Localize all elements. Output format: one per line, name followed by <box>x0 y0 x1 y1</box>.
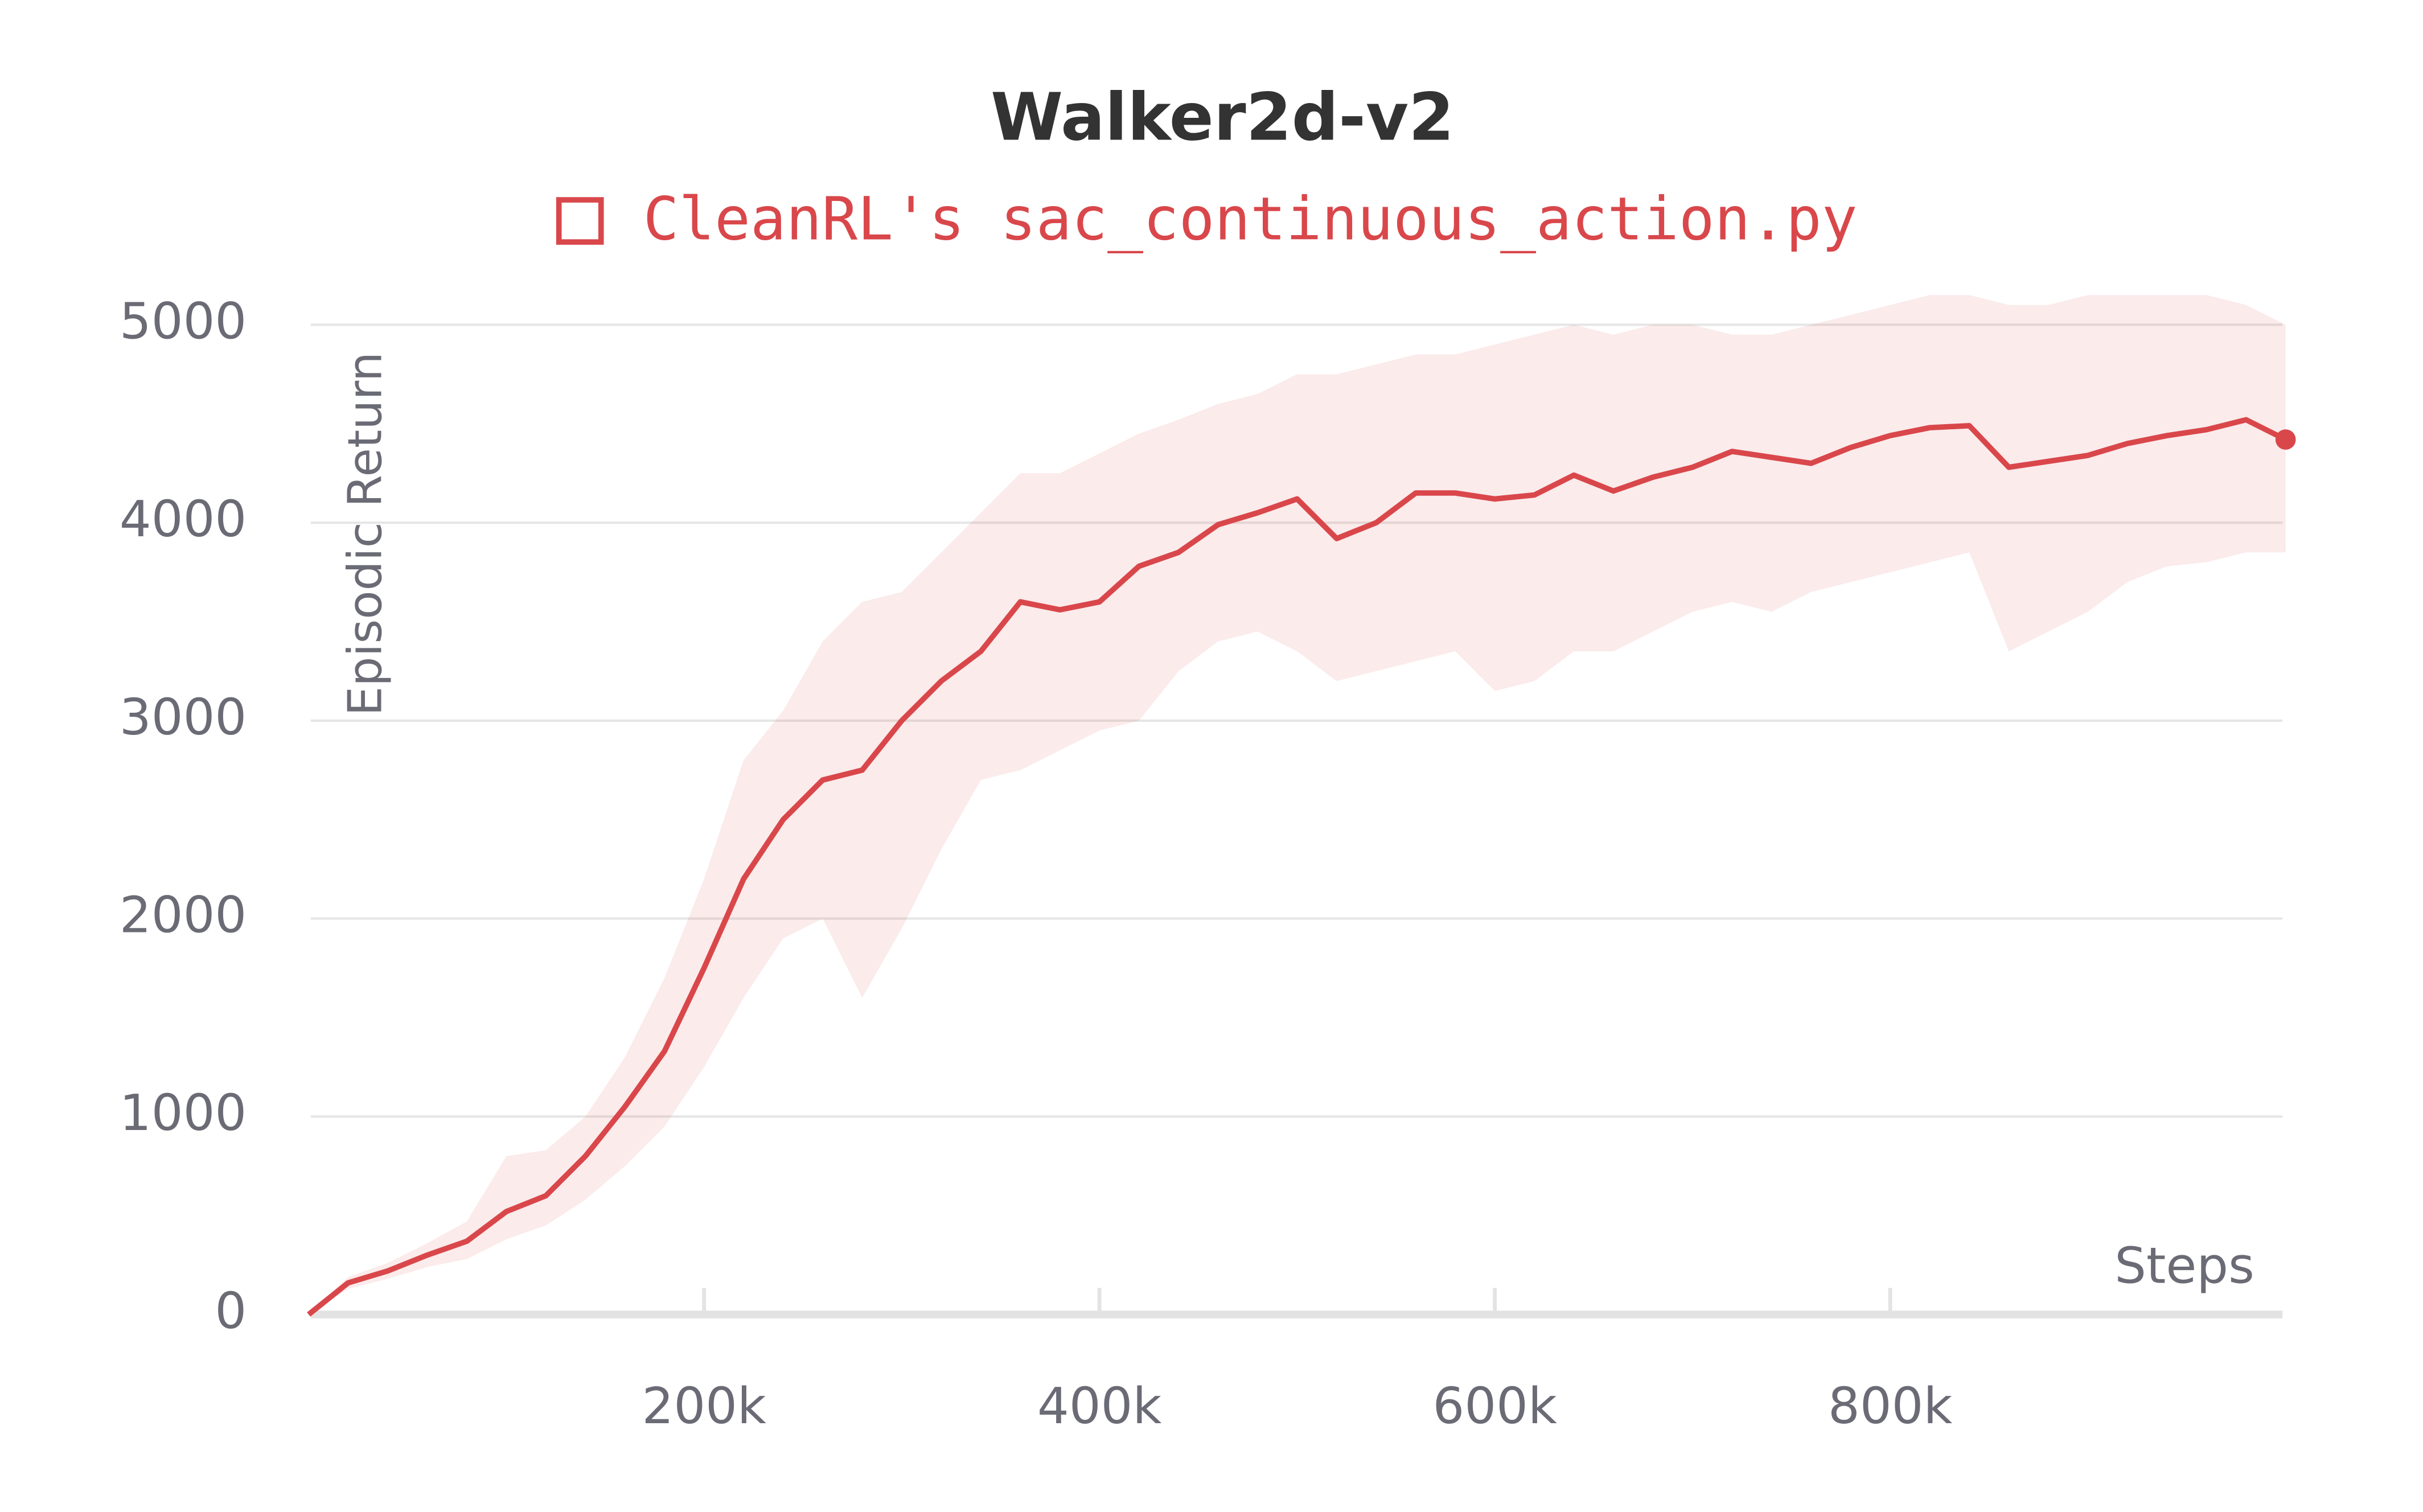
y-axis-label: Episodic Return <box>339 352 393 716</box>
y-tick-label: 2000 <box>120 886 247 944</box>
x-tick-label: 800k <box>1828 1377 1952 1435</box>
x-tick-label: 200k <box>642 1377 766 1435</box>
y-tick-label: 3000 <box>120 688 247 746</box>
y-tick-label: 0 <box>215 1282 247 1340</box>
y-tick-label: 1000 <box>120 1084 247 1142</box>
legend-swatch <box>556 197 604 245</box>
series-line <box>307 417 2287 1317</box>
confidence-band <box>309 295 2286 1315</box>
y-tick-label: 5000 <box>120 292 247 350</box>
chart-title: Walker2d-v2 <box>991 80 1454 156</box>
y-tick-label: 4000 <box>120 490 247 548</box>
end-point <box>2275 429 2296 450</box>
x-tick-label: 400k <box>1037 1377 1161 1435</box>
legend-label: CleanRL's sac_continuous_action.py <box>643 184 1858 254</box>
x-tick-label: 600k <box>1433 1377 1557 1435</box>
x-axis-label: Steps <box>2114 1236 2254 1295</box>
